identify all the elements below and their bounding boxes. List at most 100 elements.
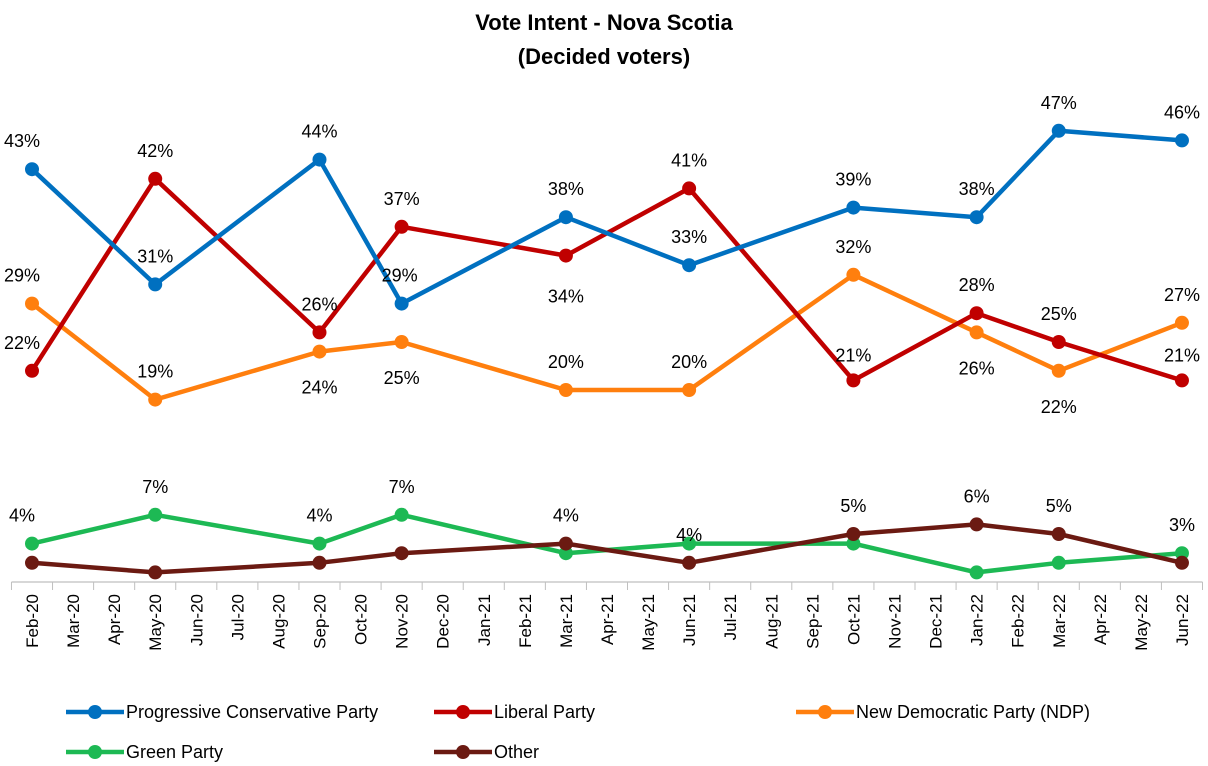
data-point bbox=[1174, 546, 1189, 561]
legend-item: New Democratic Party (NDP) bbox=[796, 702, 1090, 722]
data-label: 7% bbox=[389, 477, 415, 497]
data-label: 25% bbox=[384, 368, 420, 388]
data-point bbox=[394, 296, 409, 311]
data-label: 4% bbox=[306, 506, 332, 526]
x-tick-label: Jan-21 bbox=[475, 594, 494, 646]
data-label: 47% bbox=[1041, 93, 1077, 113]
data-point bbox=[1174, 133, 1189, 148]
data-point bbox=[394, 219, 409, 234]
data-point bbox=[846, 373, 861, 388]
x-tick-label: Dec-20 bbox=[434, 594, 453, 649]
data-point bbox=[969, 306, 984, 321]
data-point bbox=[312, 344, 327, 359]
data-point bbox=[394, 507, 409, 522]
legend: Progressive Conservative Party Liberal Pa… bbox=[66, 702, 1090, 762]
data-label: 37% bbox=[384, 189, 420, 209]
data-point bbox=[25, 162, 39, 177]
data-point bbox=[682, 383, 697, 397]
x-tick-label: Jul-21 bbox=[721, 594, 740, 640]
legend-label: Other bbox=[494, 742, 539, 762]
data-label: 46% bbox=[1164, 102, 1200, 122]
data-label: 25% bbox=[1041, 304, 1077, 324]
x-tick-label: Sep-21 bbox=[803, 594, 822, 649]
data-label: 26% bbox=[959, 358, 995, 378]
data-point bbox=[558, 248, 573, 263]
data-point bbox=[25, 555, 39, 570]
data-label: 32% bbox=[835, 237, 871, 257]
data-point bbox=[25, 536, 39, 551]
data-point bbox=[312, 555, 327, 570]
data-point bbox=[394, 546, 409, 561]
x-tick-label: Apr-22 bbox=[1091, 594, 1110, 645]
data-point bbox=[312, 536, 327, 551]
data-point bbox=[846, 267, 861, 282]
legend-swatch-marker bbox=[818, 705, 832, 719]
series-new-democratic-party-ndp bbox=[25, 267, 1189, 407]
data-labels: 4% 7% 4% 7% 3% 4% 4% 5% 6% 5% 29% 19% 24% 25% 20% 20% 32… bbox=[4, 93, 1200, 545]
x-tick-label: May-21 bbox=[639, 594, 658, 651]
x-tick-label: May-20 bbox=[146, 594, 165, 651]
series-green-party bbox=[25, 507, 1189, 580]
data-label: 39% bbox=[835, 170, 871, 190]
data-point bbox=[969, 325, 984, 340]
data-label: 42% bbox=[137, 141, 173, 161]
x-tick-label: Jun-22 bbox=[1173, 594, 1192, 646]
x-tick-label: Aug-20 bbox=[269, 594, 288, 649]
x-tick-label: Oct-21 bbox=[844, 594, 863, 645]
legend-item: Liberal Party bbox=[434, 702, 595, 722]
data-point bbox=[1051, 527, 1066, 541]
data-point bbox=[846, 536, 861, 551]
x-tick-label: Apr-21 bbox=[598, 594, 617, 645]
x-tick-label: Aug-21 bbox=[762, 594, 781, 649]
data-point bbox=[682, 536, 697, 551]
data-point bbox=[1174, 555, 1189, 570]
data-label: 4% bbox=[9, 506, 35, 526]
x-tick-label: Jun-20 bbox=[187, 594, 206, 646]
series-line bbox=[31, 512, 1183, 575]
data-label: 27% bbox=[1164, 285, 1200, 305]
legend-label: Liberal Party bbox=[494, 702, 595, 722]
data-point bbox=[148, 507, 163, 522]
data-point bbox=[969, 517, 984, 532]
x-tick-label: Mar-20 bbox=[64, 594, 83, 648]
series-line bbox=[31, 522, 1183, 575]
data-label: 33% bbox=[671, 227, 707, 247]
data-label: 21% bbox=[835, 345, 871, 365]
x-axis: Feb-20 Mar-20 Apr-20 May-20 Jun-20 Jul-20 Aug-… bbox=[10, 581, 1203, 651]
legend-label: New Democratic Party (NDP) bbox=[856, 702, 1090, 722]
data-point bbox=[312, 325, 327, 340]
x-tick-label: Apr-20 bbox=[105, 594, 124, 645]
data-label: 5% bbox=[1046, 496, 1072, 516]
data-label: 21% bbox=[1164, 345, 1200, 365]
data-point bbox=[1051, 555, 1066, 570]
legend-label: Green Party bbox=[126, 742, 223, 762]
chart-subtitle: (Decided voters) bbox=[518, 44, 690, 69]
data-label: 7% bbox=[142, 477, 168, 497]
data-label: 24% bbox=[301, 378, 337, 398]
data-label: 22% bbox=[1041, 397, 1077, 417]
data-label: 31% bbox=[137, 246, 173, 266]
data-point bbox=[148, 277, 163, 292]
legend-item: Green Party bbox=[66, 742, 223, 762]
data-label: 41% bbox=[671, 150, 707, 170]
data-point bbox=[1051, 335, 1066, 349]
data-label: 4% bbox=[553, 506, 579, 526]
series-other bbox=[25, 517, 1189, 580]
x-tick-label: Nov-21 bbox=[885, 594, 904, 649]
chart-title: Vote Intent - Nova Scotia bbox=[475, 10, 733, 35]
data-point bbox=[1051, 363, 1066, 378]
series-liberal-party bbox=[25, 171, 1189, 388]
x-tick-label: Mar-22 bbox=[1050, 594, 1069, 648]
x-tick-label: Jun-21 bbox=[680, 594, 699, 646]
data-label: 22% bbox=[4, 333, 40, 353]
data-point bbox=[25, 296, 39, 311]
legend-item: Progressive Conservative Party bbox=[66, 702, 378, 722]
legend-swatch-marker bbox=[88, 745, 102, 759]
x-tick-label: Feb-22 bbox=[1009, 594, 1028, 648]
x-tick-label: Sep-20 bbox=[310, 594, 329, 649]
data-point bbox=[682, 181, 697, 196]
data-label: 20% bbox=[548, 352, 584, 372]
data-point bbox=[148, 392, 163, 407]
series-line bbox=[30, 176, 1183, 383]
x-tick-label: May-22 bbox=[1132, 594, 1151, 651]
